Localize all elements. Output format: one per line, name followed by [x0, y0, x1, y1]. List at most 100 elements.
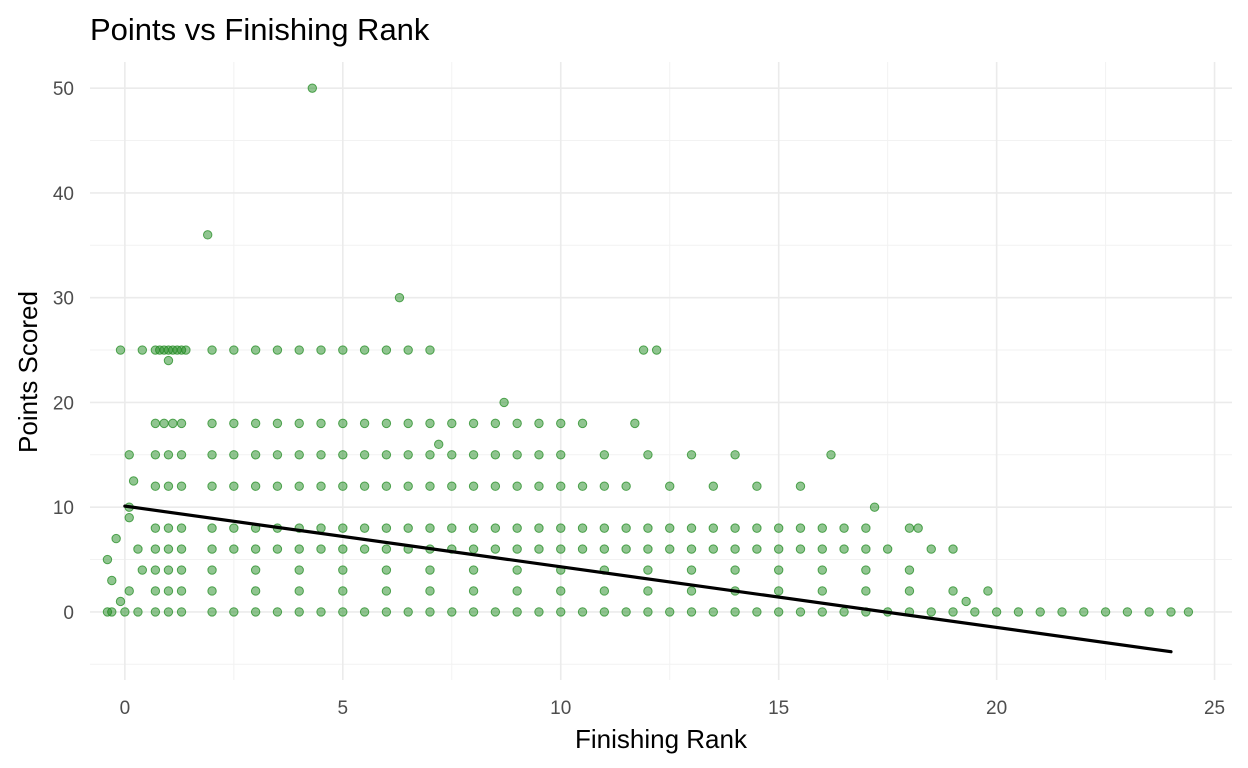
data-point	[686, 450, 697, 460]
data-point	[250, 450, 261, 460]
data-point	[970, 607, 980, 617]
data-point	[752, 481, 762, 491]
data-point	[272, 450, 283, 460]
data-point	[556, 481, 566, 491]
data-point	[447, 450, 457, 460]
data-point	[730, 565, 740, 575]
data-point	[556, 418, 566, 429]
data-point	[163, 481, 174, 491]
data-point	[447, 523, 457, 533]
y-tick-label: 40	[53, 184, 74, 205]
data-point	[556, 607, 566, 617]
data-point	[534, 418, 544, 429]
data-point	[983, 586, 993, 596]
data-point	[599, 607, 610, 617]
data-point	[447, 481, 457, 491]
data-point	[730, 450, 740, 460]
data-point	[359, 418, 370, 429]
data-point	[294, 345, 304, 355]
data-point	[229, 544, 239, 554]
data-point	[316, 607, 326, 617]
data-point	[926, 607, 936, 617]
data-point	[665, 481, 675, 491]
data-point	[468, 523, 479, 533]
data-point	[643, 607, 653, 617]
data-point	[861, 544, 871, 554]
data-point	[294, 418, 304, 429]
data-point	[381, 481, 392, 491]
data-point	[556, 586, 566, 596]
data-point	[229, 418, 239, 429]
data-point	[163, 565, 174, 575]
data-point	[207, 586, 217, 596]
x-axis-title: Finishing Rank	[575, 724, 748, 754]
data-point	[176, 544, 187, 554]
data-point	[534, 523, 544, 533]
data-point	[817, 544, 827, 554]
data-point	[307, 83, 317, 93]
data-point	[338, 481, 348, 491]
data-point	[773, 586, 784, 596]
data-point	[730, 523, 740, 533]
data-point	[359, 345, 370, 355]
x-axis-ticks: 0 5 10 15 20 25	[120, 698, 1226, 719]
data-point	[621, 481, 631, 491]
data-point	[168, 418, 178, 429]
x-tick-label: 10	[550, 698, 571, 719]
data-point	[468, 481, 479, 491]
data-point	[316, 481, 326, 491]
data-point	[817, 586, 827, 596]
data-point	[229, 607, 239, 617]
data-point	[512, 418, 522, 429]
data-point	[150, 565, 161, 575]
data-point	[643, 565, 653, 575]
data-point	[250, 565, 261, 575]
data-point	[381, 523, 392, 533]
chart-title: Points vs Finishing Rank	[90, 12, 430, 47]
data-point	[468, 544, 479, 554]
data-point	[599, 481, 610, 491]
data-point	[913, 523, 923, 533]
data-point	[150, 544, 161, 554]
data-point	[534, 544, 544, 554]
data-point	[499, 397, 509, 408]
data-point	[316, 345, 326, 355]
data-point	[229, 481, 239, 491]
data-point	[338, 586, 348, 596]
data-point	[686, 544, 697, 554]
data-point	[207, 544, 217, 554]
x-tick-label: 5	[338, 698, 349, 719]
data-point	[359, 481, 370, 491]
data-point	[643, 586, 653, 596]
data-point	[577, 544, 588, 554]
data-point	[294, 450, 304, 460]
data-point	[795, 481, 806, 491]
data-point	[381, 607, 392, 617]
data-point	[102, 554, 113, 565]
data-point	[665, 607, 675, 617]
data-point	[207, 418, 217, 429]
data-point	[961, 596, 971, 607]
data-point	[207, 450, 217, 460]
data-point	[534, 450, 544, 460]
data-point	[425, 481, 435, 491]
data-point	[425, 565, 435, 575]
y-tick-label: 0	[63, 603, 74, 624]
data-point	[359, 523, 370, 533]
data-point	[468, 565, 479, 575]
data-point	[163, 586, 174, 596]
data-point	[643, 523, 653, 533]
data-point	[403, 345, 413, 355]
data-point	[577, 481, 588, 491]
data-point	[599, 450, 610, 460]
data-point	[272, 607, 283, 617]
data-point	[638, 345, 649, 355]
data-point	[817, 607, 827, 617]
data-point	[817, 523, 827, 533]
data-point	[434, 439, 444, 450]
data-point	[115, 345, 126, 355]
data-point	[316, 544, 326, 554]
data-point	[150, 450, 161, 460]
data-point	[752, 544, 762, 554]
data-point	[490, 607, 501, 617]
